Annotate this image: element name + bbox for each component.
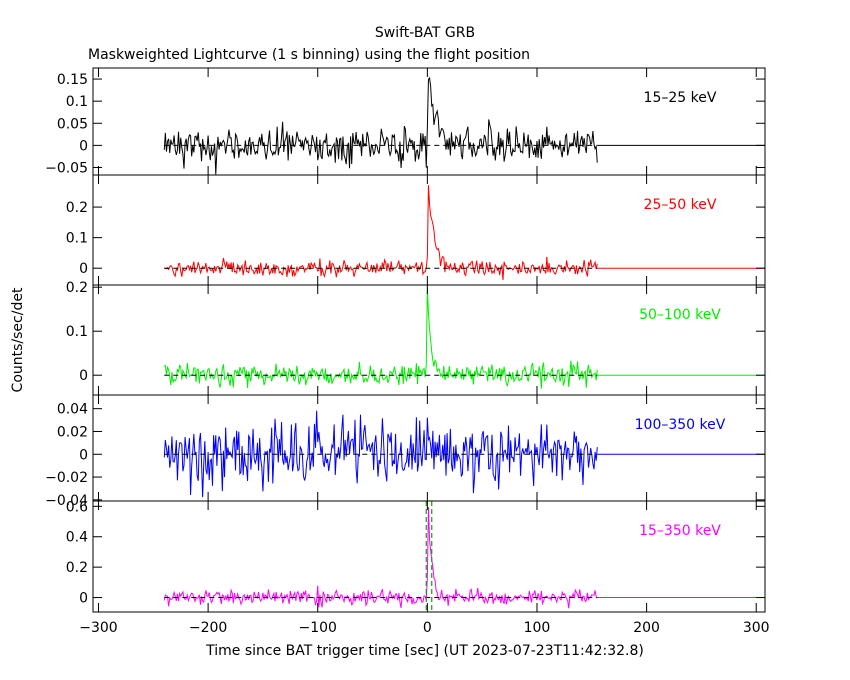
panel-2: 0 0.1 0.2 25–50 keV	[66, 174, 766, 286]
band-label-2: 25–50 keV	[644, 197, 717, 213]
y-tick-label: 0.1	[66, 231, 88, 247]
series-line-4	[163, 410, 598, 498]
x-tick-label: −300	[79, 620, 117, 636]
y-tick-label: 0.04	[57, 402, 88, 418]
x-tick-label: −200	[189, 620, 227, 636]
y-tick-label: 0	[79, 368, 88, 384]
band-label-5: 15–350 keV	[639, 523, 721, 539]
y-tick-label: 0.05	[57, 116, 88, 132]
band-label-1: 15–25 keV	[644, 90, 717, 106]
series-line-3	[163, 287, 598, 389]
panel-stack: −0.05 0 0.05 0.1 0.15 15–25 keV 0 0.1 0.2 25–50 k…	[45, 67, 770, 636]
y-tick-label: −0.05	[45, 160, 88, 176]
chart-title: Swift-BAT GRB	[375, 25, 475, 41]
y-tick-label: 0.15	[57, 72, 88, 88]
panel-1: −0.05 0 0.05 0.1 0.15 15–25 keV	[45, 67, 766, 176]
panel-frame-3	[92, 284, 766, 396]
y-tick-label: 0.1	[66, 324, 88, 340]
x-tick-label: 0	[423, 620, 432, 636]
series-line-1	[163, 76, 598, 175]
panel-frame-4	[92, 394, 766, 502]
y-axis-label: Counts/sec/det	[10, 287, 26, 392]
y-tick-label: −0.02	[45, 470, 88, 486]
series-line-2	[164, 185, 598, 280]
y-tick-label: 0	[79, 261, 88, 277]
panel-frame-5	[92, 500, 766, 613]
panel-4: −0.04 −0.02 0 0.02 0.04 100–350 keV	[45, 394, 766, 509]
x-tick-label: −100	[299, 620, 337, 636]
x-tick-label: 100	[524, 620, 551, 636]
y-tick-label: −0.04	[45, 493, 88, 509]
y-tick-label: 0.2	[66, 280, 88, 296]
chart-subtitle: Maskweighted Lightcurve (1 s binning) us…	[88, 47, 530, 63]
y-tick-label: 0.4	[66, 530, 88, 546]
panel-frame-1	[92, 67, 766, 176]
x-tick-label: 200	[633, 620, 660, 636]
band-label-3: 50–100 keV	[639, 307, 721, 323]
y-tick-label: 0.2	[66, 200, 88, 216]
x-tick-label: 300	[743, 620, 770, 636]
y-tick-label: 0.2	[66, 560, 88, 576]
y-tick-label: 0.1	[66, 94, 88, 110]
y-tick-label: 0	[79, 138, 88, 154]
series-line-5	[163, 506, 598, 609]
y-tick-label: 0.02	[57, 424, 88, 440]
y-tick-label: 0	[79, 591, 88, 607]
band-label-4: 100–350 keV	[635, 417, 726, 433]
panel-3: 0 0.1 0.2 50–100 keV	[66, 280, 766, 396]
y-tick-label: 0	[79, 447, 88, 463]
y-tick-label: 0.6	[66, 499, 88, 515]
x-axis-label: Time since BAT trigger time [sec] (UT 20…	[205, 643, 644, 659]
panel-5: 0 0.2 0.4 0.6 15–350 keV	[66, 499, 766, 613]
